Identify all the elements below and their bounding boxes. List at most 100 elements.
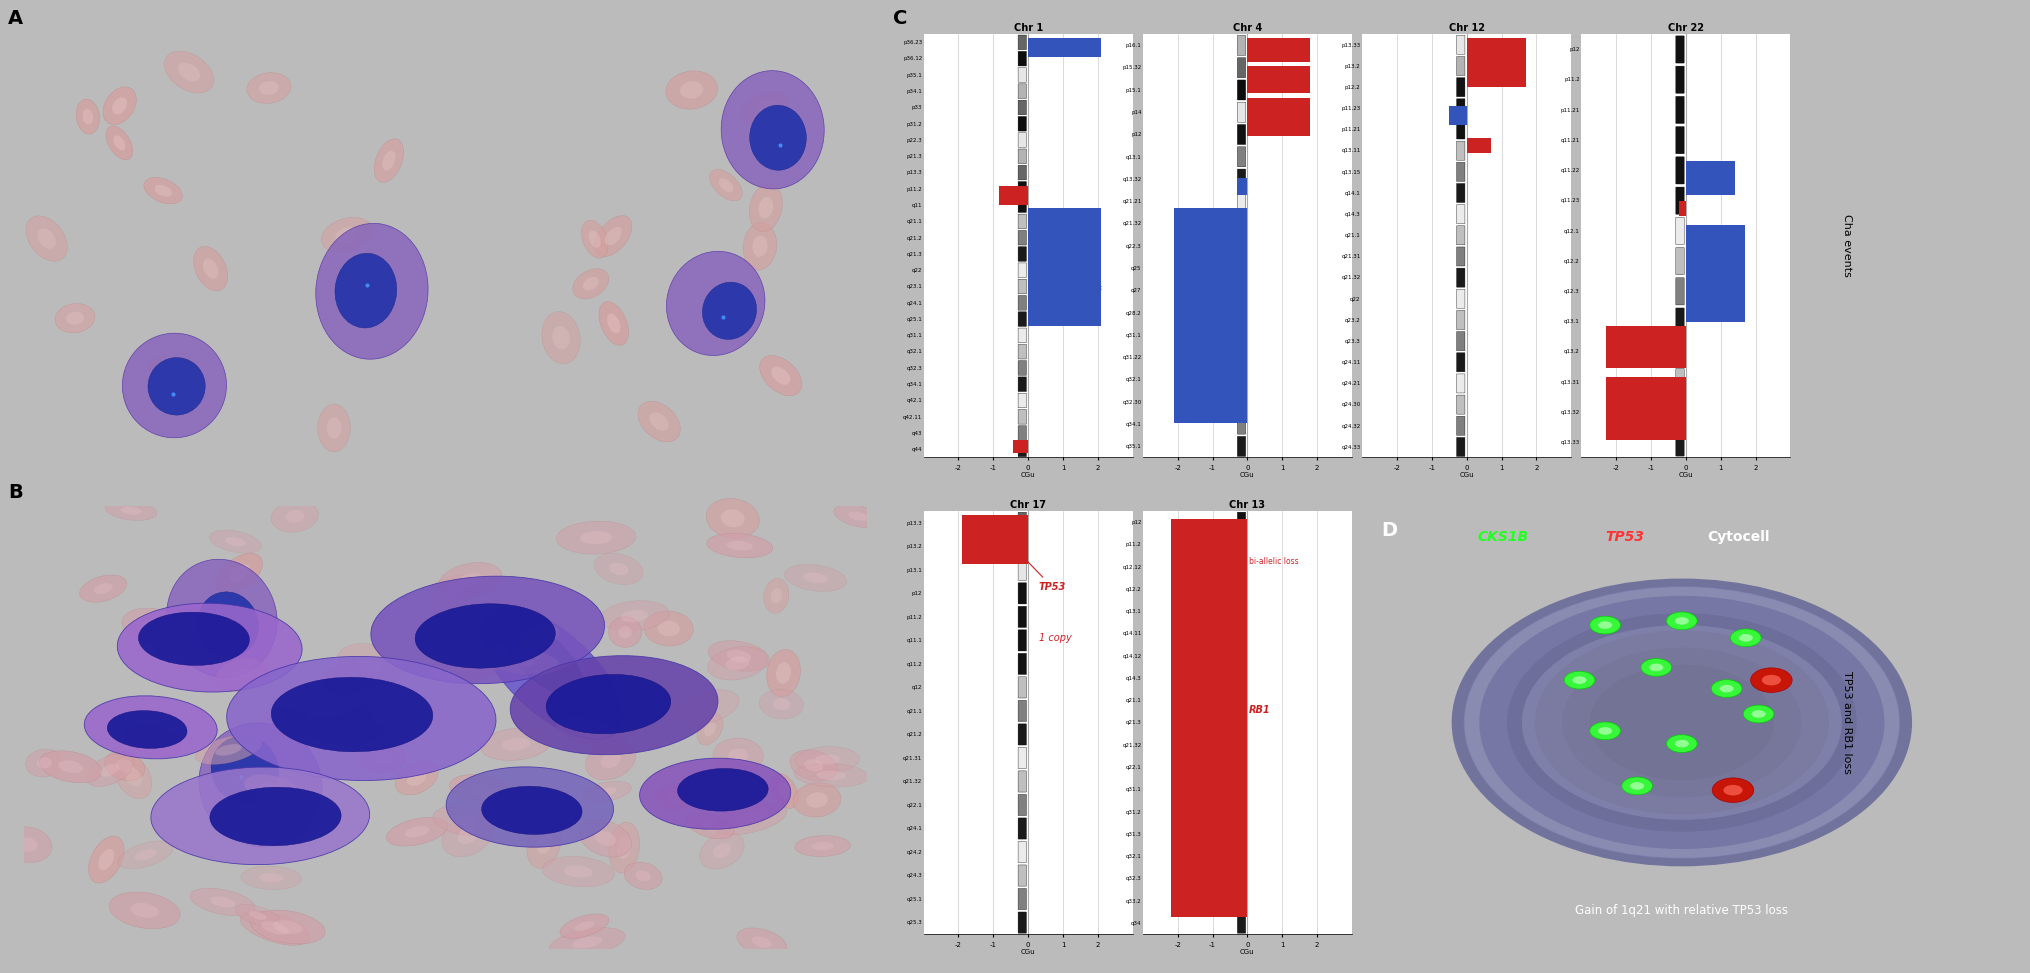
FancyBboxPatch shape: [1019, 182, 1027, 197]
Ellipse shape: [1740, 634, 1752, 641]
Ellipse shape: [199, 723, 323, 847]
Bar: [1466, 38, 1527, 87]
Text: C: C: [893, 10, 907, 28]
Ellipse shape: [700, 832, 745, 869]
Ellipse shape: [396, 762, 438, 795]
FancyBboxPatch shape: [1238, 347, 1246, 368]
Ellipse shape: [702, 282, 757, 340]
Ellipse shape: [753, 101, 775, 116]
Ellipse shape: [374, 752, 394, 765]
Ellipse shape: [743, 223, 777, 270]
Ellipse shape: [619, 626, 631, 638]
FancyBboxPatch shape: [1019, 536, 1027, 557]
Ellipse shape: [229, 564, 250, 583]
FancyBboxPatch shape: [1458, 141, 1466, 161]
FancyBboxPatch shape: [1238, 557, 1246, 577]
Ellipse shape: [272, 677, 432, 752]
FancyBboxPatch shape: [1019, 52, 1027, 66]
Ellipse shape: [706, 533, 773, 558]
Ellipse shape: [357, 252, 390, 298]
FancyBboxPatch shape: [1019, 724, 1027, 745]
FancyBboxPatch shape: [1238, 512, 1246, 532]
Text: 1 copy: 1 copy: [1039, 632, 1072, 643]
FancyBboxPatch shape: [1458, 56, 1466, 76]
FancyBboxPatch shape: [1019, 117, 1027, 131]
FancyBboxPatch shape: [1238, 779, 1246, 800]
FancyBboxPatch shape: [1238, 913, 1246, 933]
Ellipse shape: [650, 413, 668, 431]
FancyBboxPatch shape: [1238, 691, 1246, 710]
Ellipse shape: [503, 623, 583, 696]
Ellipse shape: [122, 608, 187, 643]
Ellipse shape: [658, 621, 680, 636]
Ellipse shape: [335, 253, 396, 328]
Ellipse shape: [1630, 782, 1644, 790]
Ellipse shape: [114, 755, 152, 799]
Ellipse shape: [579, 819, 631, 857]
FancyBboxPatch shape: [1019, 247, 1027, 262]
Ellipse shape: [79, 575, 126, 602]
FancyBboxPatch shape: [1238, 325, 1246, 345]
Bar: [1246, 38, 1309, 61]
Ellipse shape: [26, 216, 67, 262]
Ellipse shape: [317, 224, 428, 359]
Ellipse shape: [1589, 616, 1620, 634]
Ellipse shape: [179, 62, 201, 82]
Ellipse shape: [735, 812, 765, 825]
Ellipse shape: [1752, 710, 1766, 718]
FancyBboxPatch shape: [1677, 339, 1685, 366]
Ellipse shape: [130, 903, 158, 918]
Ellipse shape: [668, 791, 686, 803]
Ellipse shape: [260, 81, 278, 95]
Ellipse shape: [154, 185, 173, 197]
FancyBboxPatch shape: [1458, 184, 1466, 202]
Ellipse shape: [595, 831, 615, 846]
Ellipse shape: [302, 716, 384, 744]
Text: D: D: [1380, 522, 1397, 540]
FancyBboxPatch shape: [1238, 102, 1246, 123]
Bar: [1449, 106, 1466, 126]
Ellipse shape: [337, 671, 359, 686]
Ellipse shape: [1762, 675, 1780, 685]
Ellipse shape: [692, 701, 719, 714]
FancyBboxPatch shape: [1019, 912, 1027, 933]
Ellipse shape: [99, 764, 120, 776]
Bar: [962, 515, 1027, 563]
FancyBboxPatch shape: [1238, 712, 1246, 733]
Ellipse shape: [104, 751, 144, 780]
Ellipse shape: [126, 725, 183, 757]
Bar: [1685, 161, 1736, 195]
Ellipse shape: [814, 754, 840, 765]
Ellipse shape: [1730, 629, 1762, 647]
Ellipse shape: [1667, 612, 1697, 630]
Ellipse shape: [621, 610, 648, 622]
Bar: [1606, 377, 1685, 441]
Ellipse shape: [597, 787, 617, 796]
Ellipse shape: [374, 139, 404, 182]
Ellipse shape: [215, 659, 268, 692]
Ellipse shape: [447, 767, 613, 847]
Ellipse shape: [323, 662, 374, 696]
Ellipse shape: [601, 600, 670, 631]
FancyBboxPatch shape: [1019, 630, 1027, 651]
Ellipse shape: [432, 806, 493, 835]
Ellipse shape: [741, 92, 788, 125]
Ellipse shape: [816, 771, 847, 780]
Ellipse shape: [209, 787, 341, 846]
Text: Gain of 1q21 with relative TP53 loss: Gain of 1q21 with relative TP53 loss: [1575, 904, 1788, 918]
Ellipse shape: [607, 313, 621, 333]
Ellipse shape: [319, 404, 351, 451]
Ellipse shape: [501, 738, 530, 751]
Ellipse shape: [453, 658, 481, 672]
Ellipse shape: [666, 71, 717, 109]
Ellipse shape: [729, 748, 749, 763]
Ellipse shape: [609, 562, 629, 575]
FancyBboxPatch shape: [1019, 747, 1027, 769]
FancyBboxPatch shape: [1677, 217, 1685, 244]
FancyBboxPatch shape: [1019, 771, 1027, 792]
FancyBboxPatch shape: [1458, 374, 1466, 393]
Ellipse shape: [126, 767, 142, 786]
Ellipse shape: [763, 579, 790, 613]
Ellipse shape: [1675, 617, 1689, 625]
Ellipse shape: [150, 767, 369, 865]
